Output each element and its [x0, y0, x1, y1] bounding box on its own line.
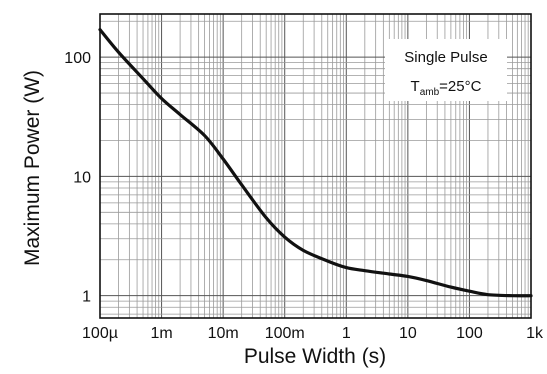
x-axis-label: Pulse Width (s) — [244, 345, 386, 368]
x-tick-label: 1 — [342, 325, 351, 342]
x-tick-label: 100m — [265, 325, 305, 342]
annotation-sub: amb — [420, 87, 440, 98]
grid — [99, 14, 532, 318]
x-tick-labels: 100µ 1m 10m 100m 1 10 100 1k — [82, 325, 544, 342]
annotation-line1: Single Pulse — [404, 49, 487, 66]
y-tick-labels: 1 10 100 — [64, 50, 91, 306]
y-tick-label: 100 — [64, 50, 91, 67]
x-tick-label: 1m — [150, 325, 172, 342]
annotation-line2: Tamb=25°C — [411, 78, 482, 98]
x-tick-label: 100 — [456, 325, 483, 342]
x-tick-label: 100µ — [82, 325, 118, 342]
y-tick-label: 10 — [73, 169, 91, 186]
x-tick-label: 1k — [526, 325, 544, 342]
x-tick-label: 10 — [399, 325, 417, 342]
x-tick-label: 10m — [208, 325, 239, 342]
y-tick-label: 1 — [82, 289, 91, 306]
y-axis-label: Maximum Power (W) — [21, 70, 44, 266]
annotation-rest: =25°C — [439, 78, 481, 95]
annotation-t: T — [411, 78, 420, 95]
series-line — [98, 28, 533, 298]
plot-frame — [99, 13, 532, 319]
annotation-box: Single Pulse Tamb=25°C — [385, 39, 507, 101]
